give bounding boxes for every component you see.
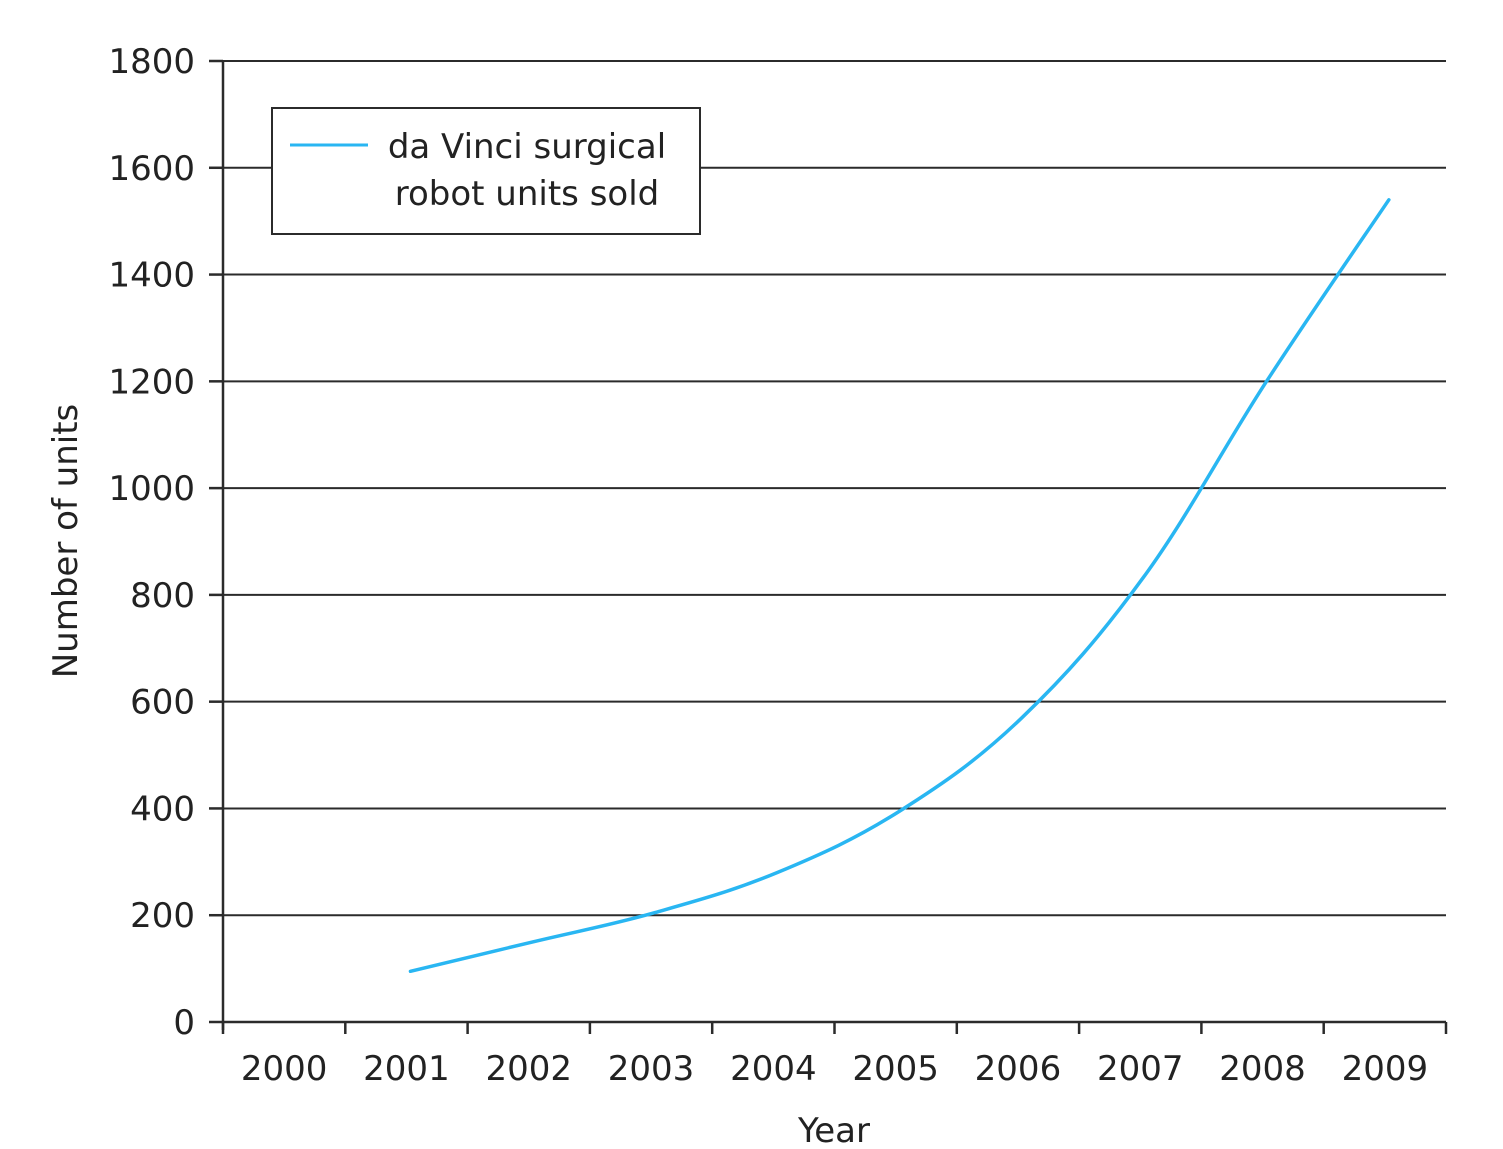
y-tick-label: 1400 (108, 256, 195, 296)
gridlines (223, 60, 1446, 917)
y-tick-label: 1800 (108, 42, 195, 82)
x-tick-label: 2007 (1097, 1049, 1184, 1089)
data-point-2009 (1388, 199, 1390, 201)
y-tick-label: 200 (130, 896, 195, 936)
data-point-2005 (899, 810, 901, 812)
data-point-2006 (1021, 717, 1023, 719)
x-axis-ticks: 2000 2001 2002 2003 2004 2005 2006 2007 2008 2009 (221, 1022, 1448, 1089)
y-tick-label: 1200 (108, 362, 195, 402)
x-axis-label: Year (797, 1111, 870, 1149)
y-axis-ticks: 0 200 400 600 800 1000 1200 1400 1600 1800 (108, 42, 223, 1043)
x-tick-label: 2001 (363, 1049, 450, 1089)
data-point-2007 (1143, 575, 1145, 577)
data-point-2001 (409, 970, 411, 972)
y-tick-label: 400 (130, 789, 195, 829)
x-tick-label: 2002 (485, 1049, 572, 1089)
data-point-2004 (776, 872, 778, 874)
series-layer (408, 198, 1391, 974)
y-tick-label: 800 (130, 576, 195, 616)
y-tick-label: 1600 (108, 149, 195, 189)
x-tick-label: 2005 (852, 1049, 939, 1089)
data-point-2002 (532, 941, 534, 943)
y-tick-label: 1000 (108, 469, 195, 509)
series-line-0 (408, 198, 1391, 974)
x-tick-label: 2004 (730, 1049, 817, 1089)
x-tick-label: 2000 (241, 1049, 328, 1089)
y-tick-label: 600 (130, 683, 195, 723)
data-point-2003 (654, 912, 656, 914)
x-tick-label: 2006 (975, 1049, 1062, 1089)
x-tick-label: 2008 (1219, 1049, 1306, 1089)
y-axis-label: Number of units (46, 404, 86, 679)
data-point-2008 (1266, 380, 1268, 382)
legend-label-line-2: robot units sold (395, 174, 660, 214)
y-tick-label: 0 (173, 1003, 195, 1043)
x-tick-label: 2003 (608, 1049, 695, 1089)
x-tick-label: 2009 (1342, 1049, 1429, 1089)
legend-label-line-1: da Vinci surgical (388, 127, 666, 167)
legend: da Vinci surgical robot units sold (271, 107, 701, 235)
legend-box (271, 107, 701, 235)
